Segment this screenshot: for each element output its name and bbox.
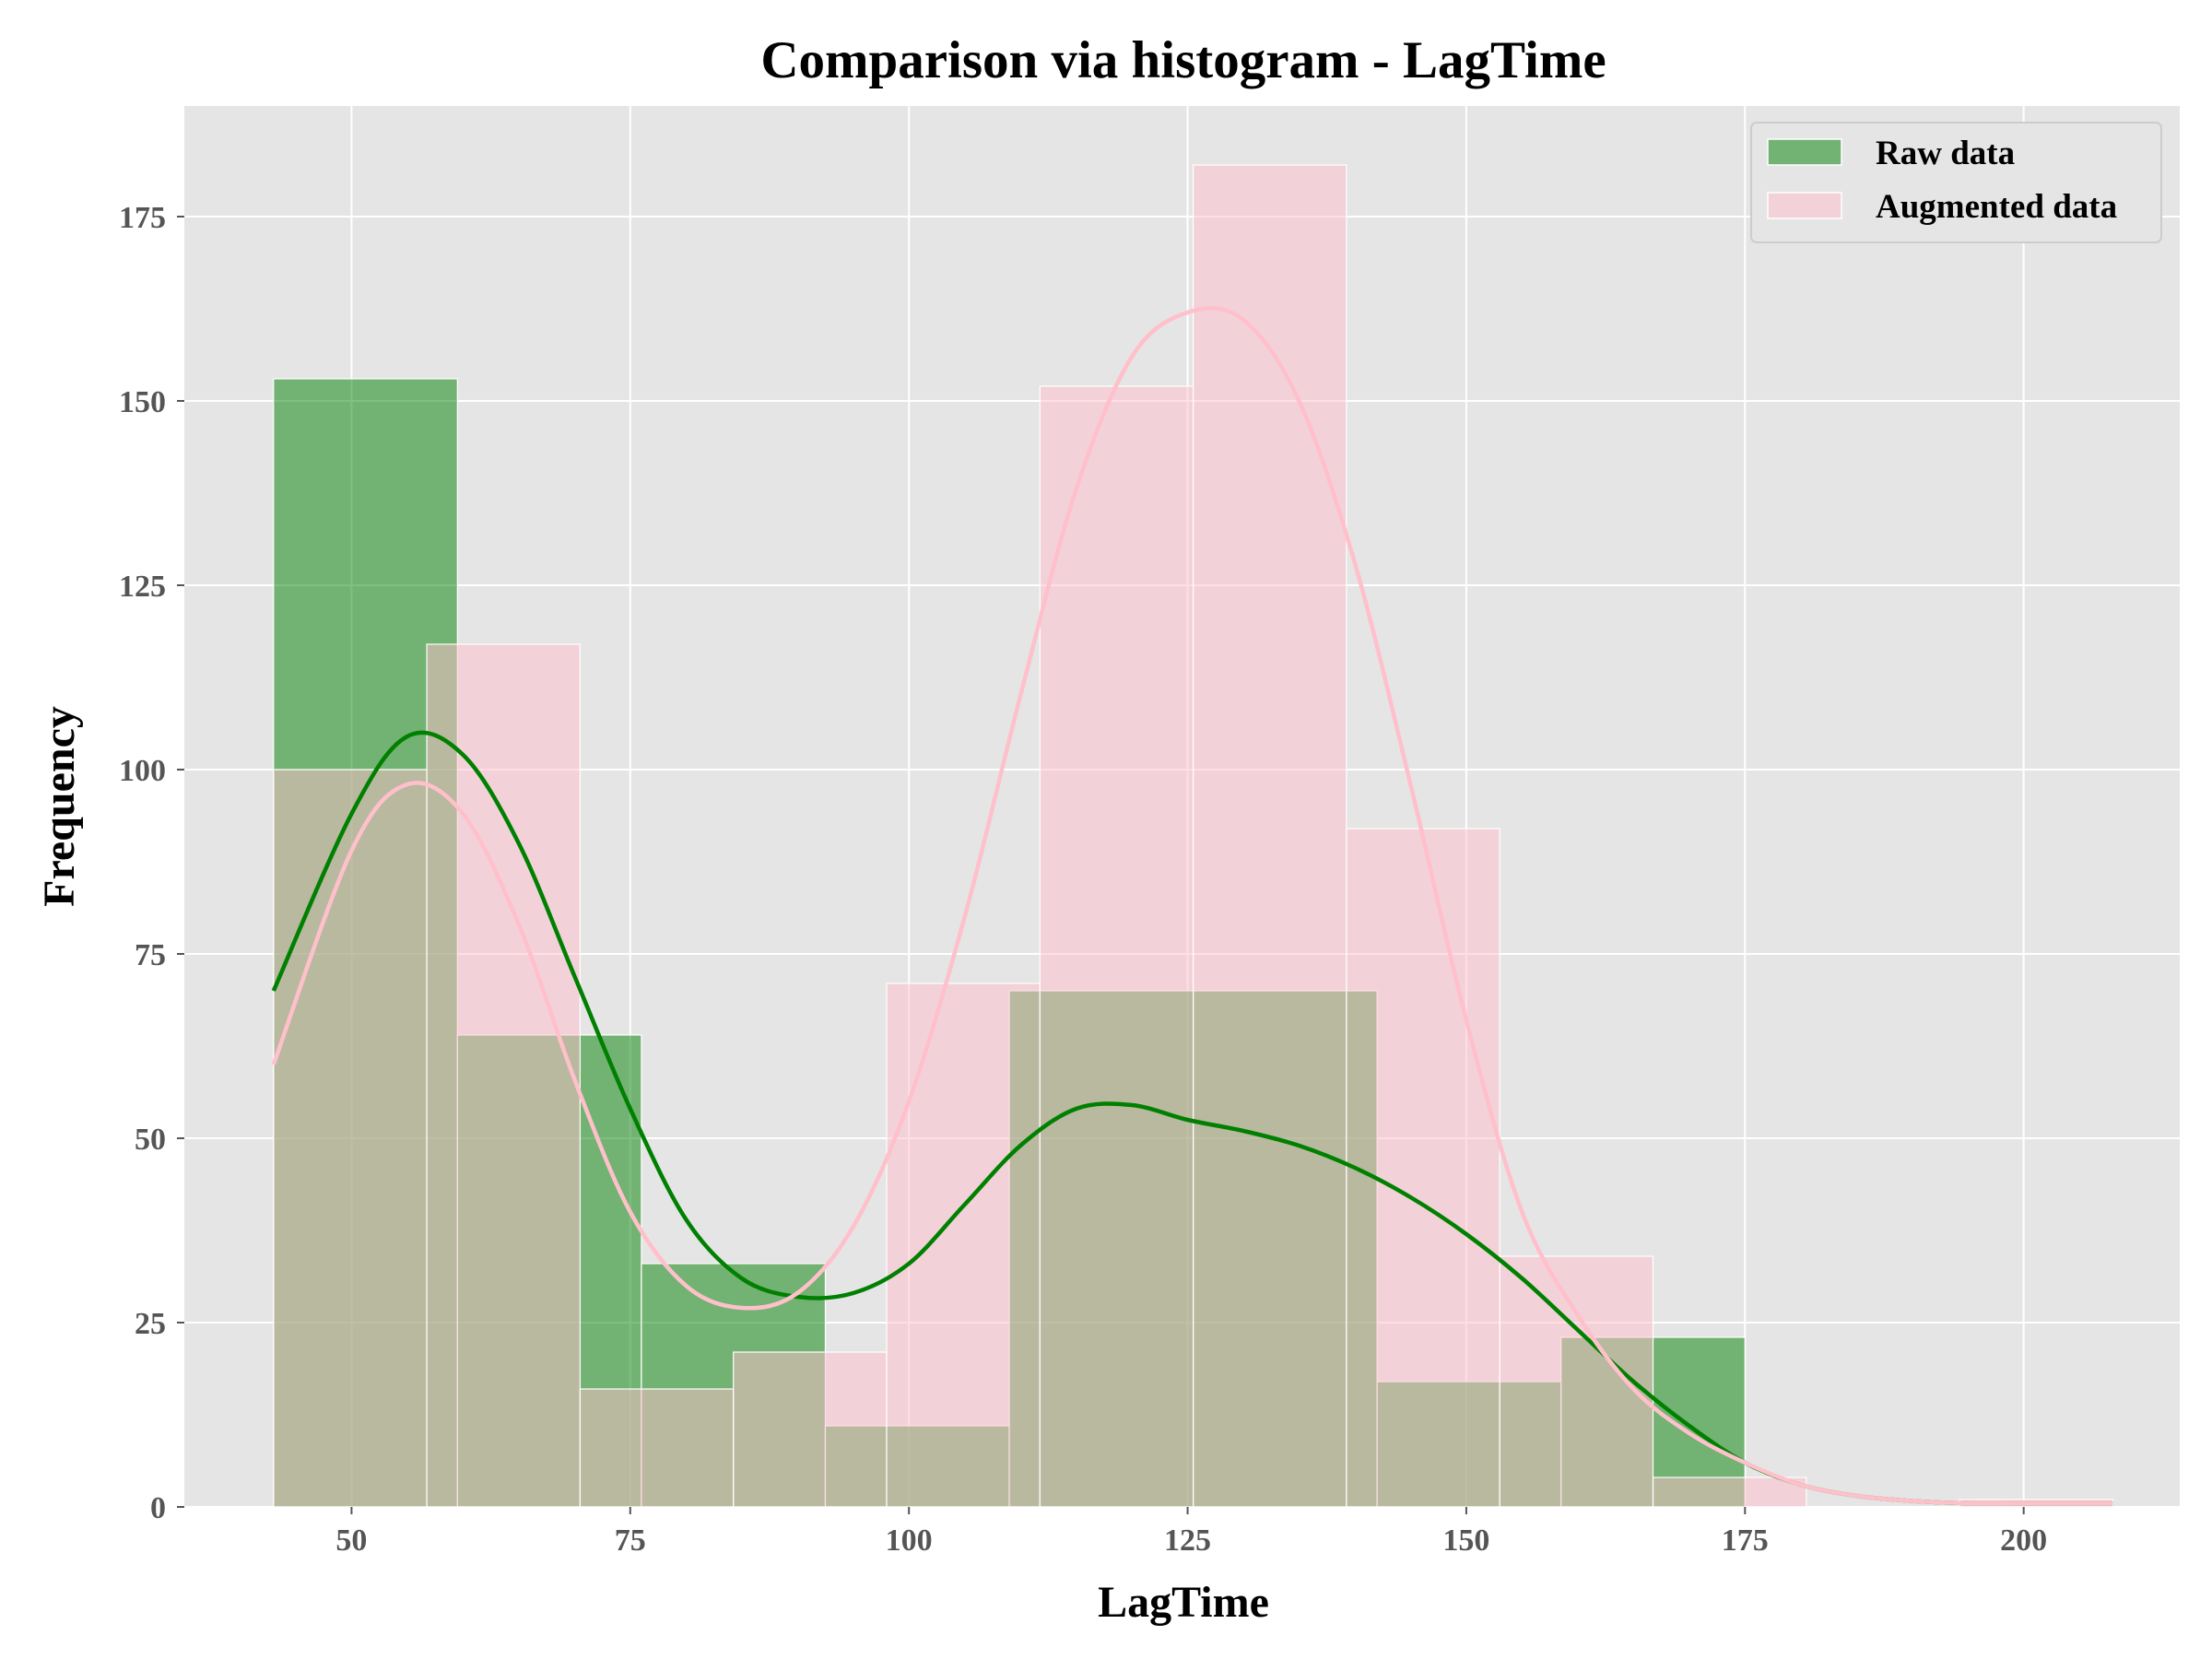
kde-line-augmented xyxy=(271,306,2113,1506)
x-tick-label: 175 xyxy=(1722,1524,1769,1558)
x-tick-label: 150 xyxy=(1442,1524,1489,1558)
x-axis-label: LagTime xyxy=(1098,1578,1269,1627)
histogram-bar-augmented xyxy=(1652,1477,1807,1508)
x-tick-label: 125 xyxy=(1164,1524,1211,1558)
histogram-bar-augmented xyxy=(579,1388,735,1508)
y-axis-label: Frequency xyxy=(35,706,84,907)
histogram-bar-augmented xyxy=(1499,1255,1654,1508)
y-tick-label: 75 xyxy=(135,938,166,972)
histogram-bars xyxy=(273,164,2114,1508)
legend-frame xyxy=(1750,122,2162,243)
histogram-bar-augmented xyxy=(886,982,1041,1508)
x-tick-label: 100 xyxy=(886,1524,933,1558)
x-tick-label: 75 xyxy=(615,1524,646,1558)
y-tick-label: 100 xyxy=(119,754,166,788)
y-tick-label: 150 xyxy=(119,385,166,419)
y-tick-label: 0 xyxy=(150,1491,166,1525)
histogram-bar-augmented xyxy=(733,1351,888,1508)
histogram-bar-augmented xyxy=(426,643,581,1508)
x-tick-label: 50 xyxy=(335,1524,367,1558)
kde-curves xyxy=(271,306,2113,1506)
histogram-bar-augmented xyxy=(1346,828,1500,1508)
y-tick-label: 50 xyxy=(135,1123,166,1157)
legend-label-augmented: Augmented data xyxy=(1876,188,2117,226)
y-tick-label: 125 xyxy=(119,570,166,604)
legend-swatch-raw xyxy=(1767,138,1842,166)
histogram-bar-augmented xyxy=(1192,164,1347,1508)
x-tick-label: 200 xyxy=(2000,1524,2047,1558)
histogram-bar-augmented xyxy=(273,769,428,1508)
legend-swatch-augmented xyxy=(1767,192,1842,219)
chart-title: Comparison via histogram - LagTime xyxy=(760,31,1606,89)
histogram-bar-augmented xyxy=(1039,385,1194,1508)
legend-label-raw: Raw data xyxy=(1876,135,2015,172)
y-axis-ticks: 0 25 50 75 100 125 150 175 xyxy=(119,201,184,1525)
legend: Raw data Augmented data xyxy=(1750,122,2162,243)
y-tick-label: 175 xyxy=(119,201,166,235)
y-tick-label: 25 xyxy=(135,1307,166,1341)
x-axis-ticks: 50 75 100 125 150 175 200 xyxy=(335,1507,2047,1558)
